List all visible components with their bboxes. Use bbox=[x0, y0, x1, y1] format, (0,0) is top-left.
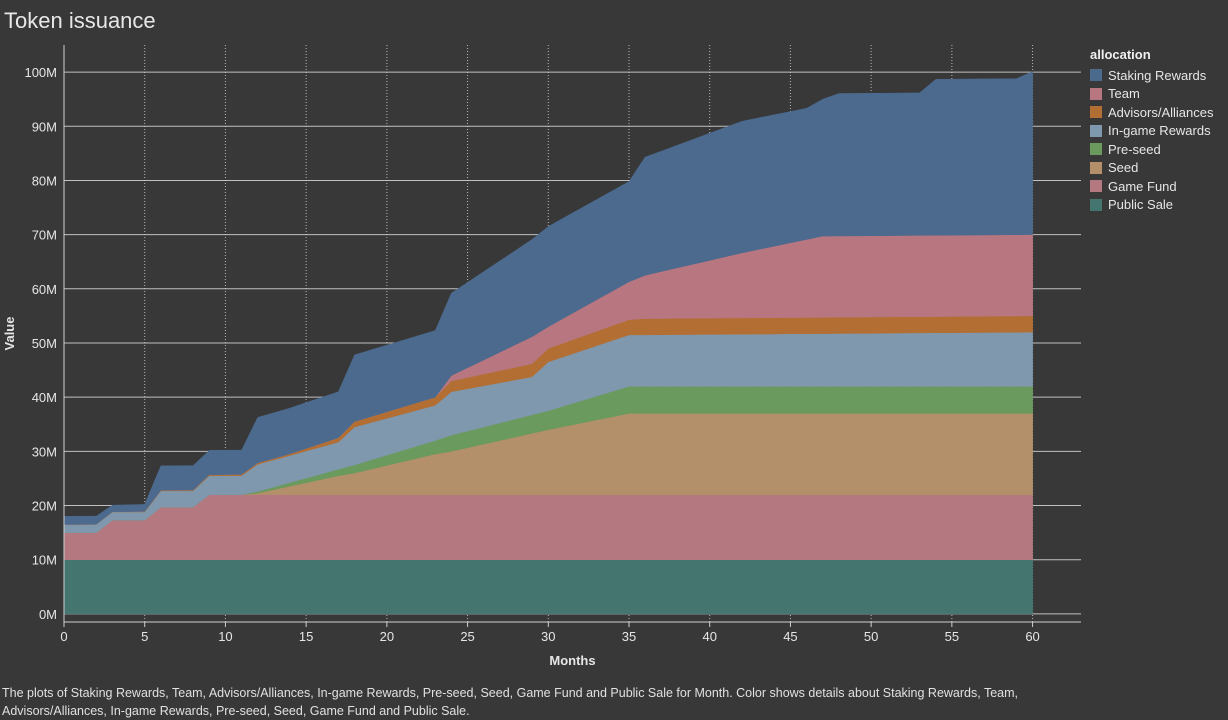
legend: allocation Staking Rewards Team Advisors/A… bbox=[1090, 47, 1226, 214]
legend-title: allocation bbox=[1090, 47, 1151, 62]
legend-label: Team bbox=[1108, 86, 1140, 102]
y-tick-label: 0M bbox=[39, 607, 57, 622]
chart-title: Token issuance bbox=[4, 8, 156, 33]
legend-item-in-game-rewards: In-game Rewards bbox=[1090, 122, 1226, 141]
x-tick-label: 35 bbox=[622, 629, 636, 644]
axes: 0M 10M 20M 30M 40M 50M 60M 70M 80M 90M 100M 0 5 10 15 2… bbox=[24, 45, 1081, 644]
y-tick-label: 40M bbox=[32, 390, 57, 405]
legend-label: Game Fund bbox=[1108, 178, 1177, 194]
area-staking-rewards bbox=[63, 71, 1033, 525]
y-tick-label: 10M bbox=[32, 553, 57, 568]
y-tick-label: 50M bbox=[32, 336, 57, 351]
legend-swatch bbox=[1090, 198, 1102, 211]
legend-item-seed: Seed bbox=[1090, 159, 1226, 178]
x-tick-label: 60 bbox=[1025, 629, 1039, 644]
x-tick-label: 55 bbox=[945, 629, 959, 644]
x-tick-label: 20 bbox=[380, 629, 394, 644]
y-tick-label: 70M bbox=[32, 228, 57, 243]
legend-swatch bbox=[1090, 87, 1102, 100]
x-tick-label: 30 bbox=[541, 629, 555, 644]
area-game-fund bbox=[63, 494, 1033, 560]
legend-label: Pre-seed bbox=[1108, 141, 1161, 157]
y-tick-label: 80M bbox=[32, 173, 57, 188]
legend-item-game-fund: Game Fund bbox=[1090, 177, 1226, 196]
area-chart: 0M 10M 20M 30M 40M 50M 60M 70M 80M 90M 100M 0 5 10 15 2… bbox=[2, 45, 1081, 668]
legend-item-advisors-alliances: Advisors/Alliances bbox=[1090, 103, 1226, 122]
legend-label: Seed bbox=[1108, 160, 1139, 176]
chart-caption: The plots of Staking Rewards, Team, Advi… bbox=[2, 686, 1019, 718]
legend-label: Public Sale bbox=[1108, 197, 1174, 213]
legend-swatch bbox=[1090, 161, 1102, 174]
legend-item-staking-rewards: Staking Rewards bbox=[1090, 66, 1226, 85]
stacked-areas bbox=[63, 71, 1033, 615]
area-public-sale bbox=[63, 559, 1033, 615]
legend-swatch bbox=[1090, 69, 1102, 82]
x-tick-label: 15 bbox=[299, 629, 313, 644]
x-tick-label: 25 bbox=[460, 629, 474, 644]
legend-swatch bbox=[1090, 180, 1102, 193]
x-axis-title: Months bbox=[549, 653, 595, 668]
legend-label: Staking Rewards bbox=[1108, 67, 1207, 83]
legend-item-pre-seed: Pre-seed bbox=[1090, 140, 1226, 159]
legend-label: In-game Rewards bbox=[1108, 123, 1211, 139]
y-tick-label: 90M bbox=[32, 119, 57, 134]
y-tick-label: 20M bbox=[32, 499, 57, 514]
legend-label: Advisors/Alliances bbox=[1108, 104, 1214, 120]
x-tick-label: 50 bbox=[864, 629, 878, 644]
y-tick-label: 60M bbox=[32, 282, 57, 297]
x-tick-label: 5 bbox=[141, 629, 148, 644]
y-tick-label: 30M bbox=[32, 444, 57, 459]
legend-item-public-sale: Public Sale bbox=[1090, 196, 1226, 215]
x-tick-label: 40 bbox=[702, 629, 716, 644]
legend-swatch bbox=[1090, 106, 1102, 119]
y-axis-title: Value bbox=[2, 317, 17, 351]
legend-swatch bbox=[1090, 143, 1102, 156]
x-tick-label: 45 bbox=[783, 629, 797, 644]
x-tick-label: 10 bbox=[218, 629, 232, 644]
x-tick-label: 0 bbox=[60, 629, 67, 644]
y-tick-label: 100M bbox=[24, 65, 57, 80]
legend-swatch bbox=[1090, 124, 1102, 137]
legend-item-team: Team bbox=[1090, 85, 1226, 104]
